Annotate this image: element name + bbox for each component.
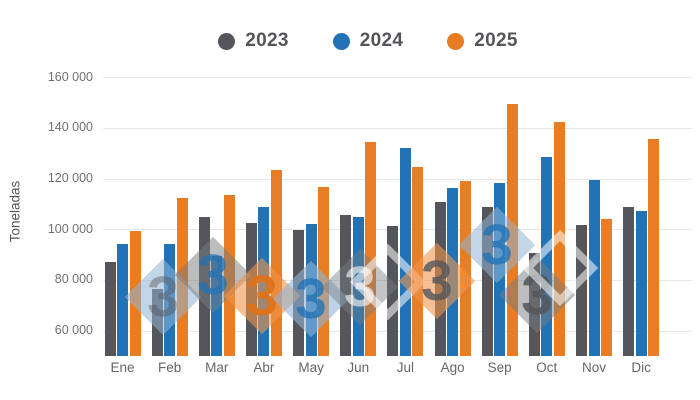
- bar-2024-Dic[interactable]: [635, 211, 647, 356]
- x-tick-label-Sep: Sep: [487, 360, 512, 375]
- bar-2025-Abr[interactable]: [270, 170, 282, 356]
- bar-2023-May[interactable]: [293, 230, 305, 356]
- bar-2025-Feb[interactable]: [176, 198, 188, 356]
- bar-2025-May[interactable]: [318, 186, 330, 356]
- x-tick-label-Jul: Jul: [396, 360, 415, 375]
- x-tick-label-Jun: Jun: [347, 360, 370, 375]
- bar-2023-Mar[interactable]: [198, 216, 210, 356]
- bar-2023-Jul[interactable]: [387, 225, 399, 356]
- bar-2024-Jun[interactable]: [352, 216, 364, 356]
- y-tick-label: 140 000: [47, 120, 93, 135]
- plot-area: [103, 77, 692, 356]
- x-tick-label-Abr: Abr: [253, 360, 275, 375]
- bar-2024-Abr[interactable]: [258, 207, 270, 356]
- bar-2023-Jun[interactable]: [340, 214, 352, 356]
- legend-dot-2023: [218, 32, 236, 50]
- legend-dot-2025: [447, 32, 465, 50]
- x-tick-label-Feb: Feb: [158, 360, 182, 375]
- x-tick-label-Mar: Mar: [205, 360, 229, 375]
- bar-2025-Ago[interactable]: [459, 180, 471, 356]
- x-tick-label-Ago: Ago: [440, 360, 465, 375]
- y-tick-label: 160 000: [47, 69, 93, 84]
- bar-2025-Oct[interactable]: [553, 121, 565, 356]
- bar-2025-Jul[interactable]: [412, 167, 424, 356]
- legend-label-2024: 2024: [359, 30, 404, 51]
- bar-2025-Sep[interactable]: [506, 103, 518, 356]
- bar-2023-Sep[interactable]: [481, 206, 493, 356]
- bar-2024-May[interactable]: [305, 223, 317, 356]
- x-tick-label-Oct: Oct: [536, 360, 558, 375]
- y-tick-label: 60 000: [54, 323, 93, 338]
- x-tick-label-Dic: Dic: [631, 360, 651, 375]
- gridline: [103, 77, 692, 78]
- legend-dot-2024: [332, 32, 350, 50]
- legend-item-2024[interactable]: 2024: [332, 30, 404, 52]
- bar-2023-Ago[interactable]: [434, 201, 446, 356]
- bar-2023-Dic[interactable]: [623, 207, 635, 356]
- bar-2025-Dic[interactable]: [648, 139, 660, 356]
- bar-2024-Ago[interactable]: [447, 188, 459, 356]
- legend-label-2023: 2023: [245, 30, 289, 51]
- y-tick-label: 120 000: [47, 171, 93, 185]
- legend-item-2023[interactable]: 2023: [218, 30, 288, 52]
- gridline: [103, 127, 692, 129]
- bar-2024-Ene[interactable]: [117, 244, 128, 356]
- bar-2023-Nov[interactable]: [576, 224, 587, 356]
- bar-2024-Jul[interactable]: [399, 148, 411, 356]
- gridline: [103, 178, 692, 180]
- x-tick-label-Ene: Ene: [110, 360, 135, 375]
- y-tick-label: 100 000: [47, 221, 93, 236]
- bar-2023-Ene[interactable]: [104, 262, 116, 356]
- bar-2024-Feb[interactable]: [164, 244, 176, 356]
- bar-2023-Abr[interactable]: [245, 222, 257, 356]
- bar-2024-Nov[interactable]: [588, 179, 600, 356]
- bar-2024-Sep[interactable]: [494, 183, 506, 356]
- bar-2025-Nov[interactable]: [601, 218, 612, 356]
- bar-2023-Feb[interactable]: [151, 288, 163, 356]
- bar-2024-Mar[interactable]: [211, 255, 223, 356]
- bar-2023-Oct[interactable]: [528, 252, 540, 356]
- bar-2025-Mar[interactable]: [223, 194, 235, 356]
- y-tick-label: 80 000: [54, 272, 93, 287]
- bar-2024-Oct[interactable]: [541, 156, 553, 356]
- legend-item-2025[interactable]: 2025: [447, 30, 517, 52]
- legend: 2023 2024 2025: [0, 28, 700, 54]
- x-tick-label-Nov: Nov: [581, 360, 607, 375]
- bar-2025-Ene[interactable]: [129, 230, 141, 356]
- legend-label-2025: 2025: [474, 30, 518, 51]
- x-tick-label-May: May: [298, 360, 324, 375]
- bar-2025-Jun[interactable]: [365, 141, 377, 356]
